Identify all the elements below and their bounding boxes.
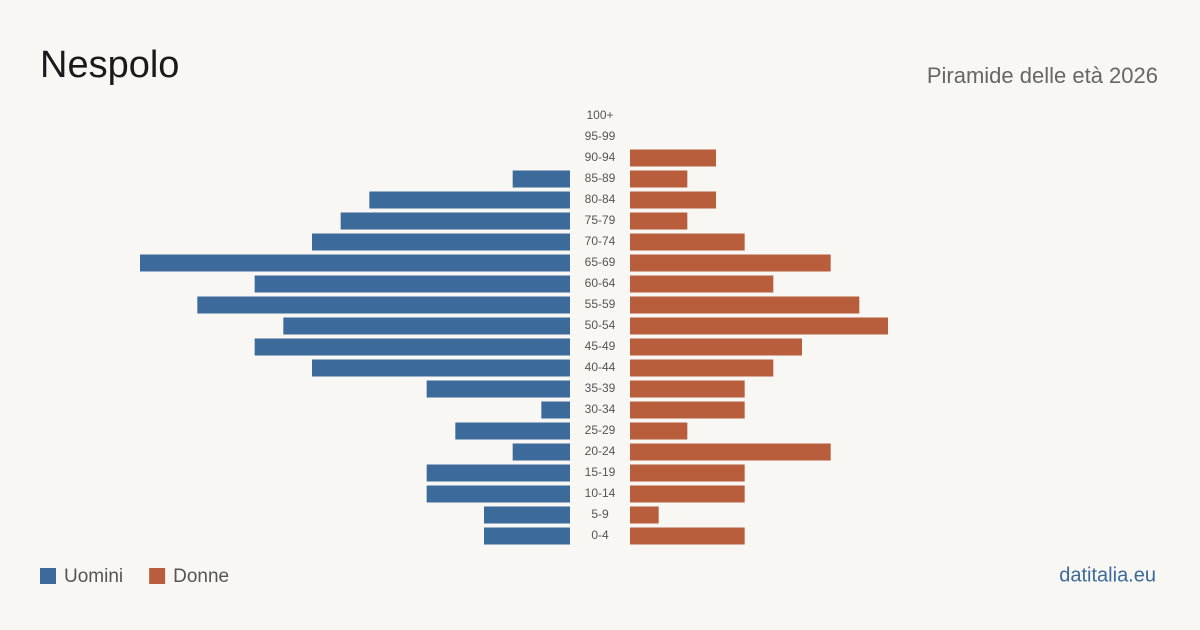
bar — [630, 401, 745, 419]
bar — [630, 170, 688, 188]
legend-swatch — [40, 568, 56, 584]
age-label: 50-54 — [585, 318, 616, 332]
bar — [484, 527, 570, 545]
age-label: 90-94 — [585, 150, 616, 164]
bar — [369, 191, 570, 209]
legend-swatch — [149, 568, 166, 584]
bar — [254, 275, 570, 293]
bar — [512, 443, 570, 461]
age-label: 80-84 — [585, 192, 616, 206]
bar — [455, 422, 570, 440]
bar — [630, 464, 745, 482]
bar — [541, 401, 570, 419]
bar — [630, 149, 716, 167]
bar — [630, 296, 860, 314]
age-label: 15-19 — [585, 465, 616, 479]
age-label: 100+ — [586, 108, 613, 122]
bar — [630, 275, 774, 293]
chart-subtitle: Piramide delle età 2026 — [927, 63, 1158, 88]
bar — [254, 338, 570, 356]
bar — [630, 359, 774, 377]
bar — [630, 527, 745, 545]
bar — [630, 443, 831, 461]
bar — [484, 506, 570, 524]
age-label: 5-9 — [591, 507, 609, 521]
age-label: 10-14 — [585, 486, 616, 500]
bar — [630, 380, 745, 398]
bar — [630, 506, 659, 524]
age-label: 35-39 — [585, 381, 616, 395]
age-label: 25-29 — [585, 423, 616, 437]
bar — [512, 170, 570, 188]
bar — [197, 296, 571, 314]
bar — [312, 233, 570, 251]
bar — [426, 380, 570, 398]
age-label: 45-49 — [585, 339, 616, 353]
bar — [340, 212, 570, 230]
age-label: 0-4 — [591, 528, 609, 542]
age-label: 85-89 — [585, 171, 616, 185]
bar — [630, 212, 688, 230]
bar — [283, 317, 570, 335]
source: datitalia.eu — [1059, 564, 1156, 586]
age-label: 70-74 — [585, 234, 616, 248]
bar — [426, 485, 570, 503]
age-label: 60-64 — [585, 276, 616, 290]
bar — [140, 254, 570, 272]
bar — [630, 338, 802, 356]
legend-label: Donne — [173, 566, 229, 587]
bar — [630, 254, 831, 272]
chart-title: Nespolo — [40, 44, 179, 86]
bar — [630, 422, 688, 440]
legend-label: Uomini — [64, 566, 123, 587]
bar — [426, 464, 570, 482]
age-label: 65-69 — [585, 255, 616, 269]
age-label: 30-34 — [585, 402, 616, 416]
bar — [630, 233, 745, 251]
bar — [630, 191, 716, 209]
age-label: 20-24 — [585, 444, 616, 458]
age-label: 40-44 — [585, 360, 616, 374]
age-label: 75-79 — [585, 213, 616, 227]
age-label: 95-99 — [585, 129, 616, 143]
bar — [630, 485, 745, 503]
bar — [630, 317, 888, 335]
bar — [312, 359, 570, 377]
age-label: 55-59 — [585, 297, 616, 311]
